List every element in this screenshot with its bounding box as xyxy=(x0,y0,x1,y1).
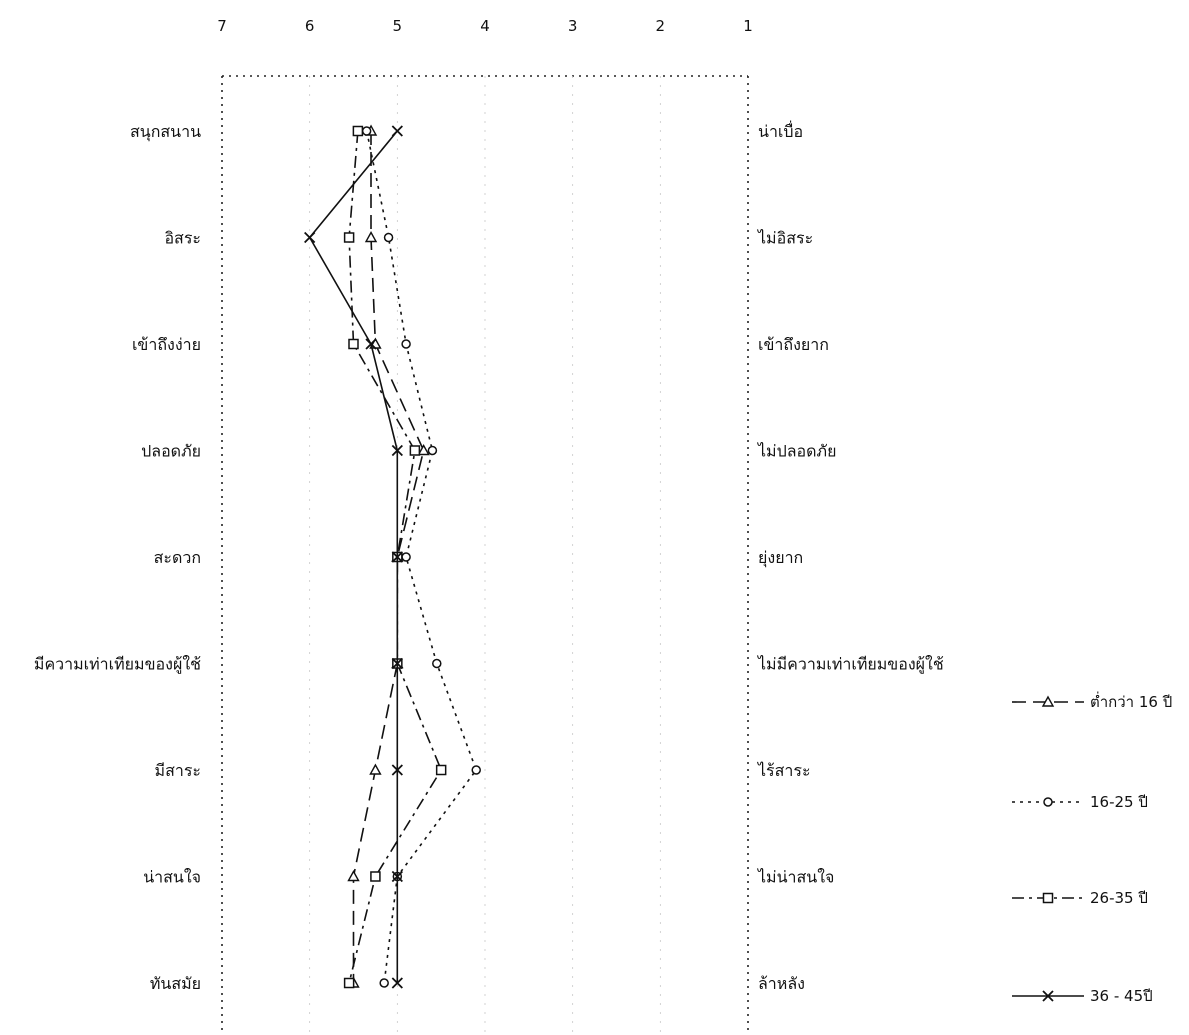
series-line xyxy=(308,130,399,983)
legend-marker xyxy=(1042,990,1054,1002)
x-tick-label: 6 xyxy=(305,17,315,35)
data-point xyxy=(348,338,359,350)
data-point xyxy=(365,338,377,350)
x-tick-label: 4 xyxy=(480,17,490,35)
data-point xyxy=(391,551,403,563)
x-tick-label: 2 xyxy=(656,17,666,35)
data-point xyxy=(391,977,403,989)
data-point xyxy=(391,125,403,137)
data-point xyxy=(435,764,447,776)
data-point xyxy=(471,765,481,775)
legend-label: 36 - 45ปี xyxy=(1090,987,1153,1005)
legend-label: ต่ำกว่า 16 ปี xyxy=(1090,691,1172,711)
series-group xyxy=(343,125,447,989)
right-label: น่าเบื่อ xyxy=(758,120,803,141)
data-point xyxy=(352,125,364,137)
data-point xyxy=(409,445,421,456)
right-label: เข้าถึงยาก xyxy=(758,335,829,354)
data-point xyxy=(304,231,316,244)
left-label: เข้าถึงง่าย xyxy=(132,335,201,354)
data-point xyxy=(361,126,372,136)
right-label: ล้าหลัง xyxy=(758,974,805,993)
right-label: ไม่อิสระ xyxy=(756,229,813,248)
series-line xyxy=(352,131,425,983)
left-adjective-labels: สนุกสนานอิสระเข้าถึงง่ายปลอดภัยสะดวกมีคว… xyxy=(34,122,201,993)
legend-marker xyxy=(1042,892,1054,904)
series-lines xyxy=(304,124,481,989)
data-point xyxy=(343,977,355,989)
legend-label: 26-35 ปี xyxy=(1090,889,1148,907)
data-point xyxy=(369,763,382,775)
data-point xyxy=(347,870,360,882)
legend-marker xyxy=(1043,797,1053,807)
data-point xyxy=(401,339,411,349)
legend: ต่ำกว่า 16 ปี 16-25 ปี 26-35 ปี 36 - 45ปี xyxy=(1012,691,1172,1005)
data-point xyxy=(401,552,411,562)
left-label: ปลอดภัย xyxy=(141,442,201,461)
right-label: ไร้สาระ xyxy=(756,761,811,780)
data-point xyxy=(417,444,430,456)
left-label: มีสาระ xyxy=(155,761,201,780)
left-label: สะดวก xyxy=(154,548,201,567)
right-label: ไม่มีความเท่าเทียมของผู้ใช้ xyxy=(756,655,944,675)
series-group xyxy=(361,126,481,988)
data-point xyxy=(343,232,355,243)
data-point xyxy=(391,444,403,457)
plot-frame xyxy=(221,75,749,1035)
x-tick-label: 5 xyxy=(393,17,403,35)
left-label: มีความเท่าเทียมของผู้ใช้ xyxy=(34,655,201,675)
grid-lines xyxy=(309,76,661,1035)
data-point xyxy=(391,870,403,883)
legend-label: 16-25 ปี xyxy=(1090,793,1148,811)
x-tick-label: 7 xyxy=(217,17,227,35)
right-label: ไม่ปลอดภัย xyxy=(756,442,836,461)
data-point xyxy=(427,445,438,456)
data-point xyxy=(364,231,378,243)
right-label: ยุ่งยาก xyxy=(758,548,803,568)
series-line xyxy=(365,130,478,984)
left-label: อิสระ xyxy=(164,229,201,248)
data-point xyxy=(383,232,394,243)
data-point xyxy=(391,657,403,670)
right-adjective-labels: น่าเบื่อไม่อิสระเข้าถึงยากไม่ปลอดภัยยุ่ง… xyxy=(756,120,944,993)
left-label: ทันสมัย xyxy=(150,974,201,993)
right-label: ไม่น่าสนใจ xyxy=(756,868,834,887)
left-label: น่าสนใจ xyxy=(143,868,201,887)
data-point xyxy=(370,871,381,882)
legend-marker xyxy=(1041,695,1055,707)
series-group xyxy=(304,125,403,989)
left-label: สนุกสนาน xyxy=(130,122,201,142)
data-point xyxy=(432,658,442,669)
x-tick-label: 3 xyxy=(568,17,578,35)
data-point xyxy=(379,978,389,988)
series-group xyxy=(347,124,430,988)
x-tick-label: 1 xyxy=(743,17,753,35)
data-point xyxy=(391,764,403,776)
x-tick-labels: 7 6 5 4 3 2 1 xyxy=(217,17,753,35)
